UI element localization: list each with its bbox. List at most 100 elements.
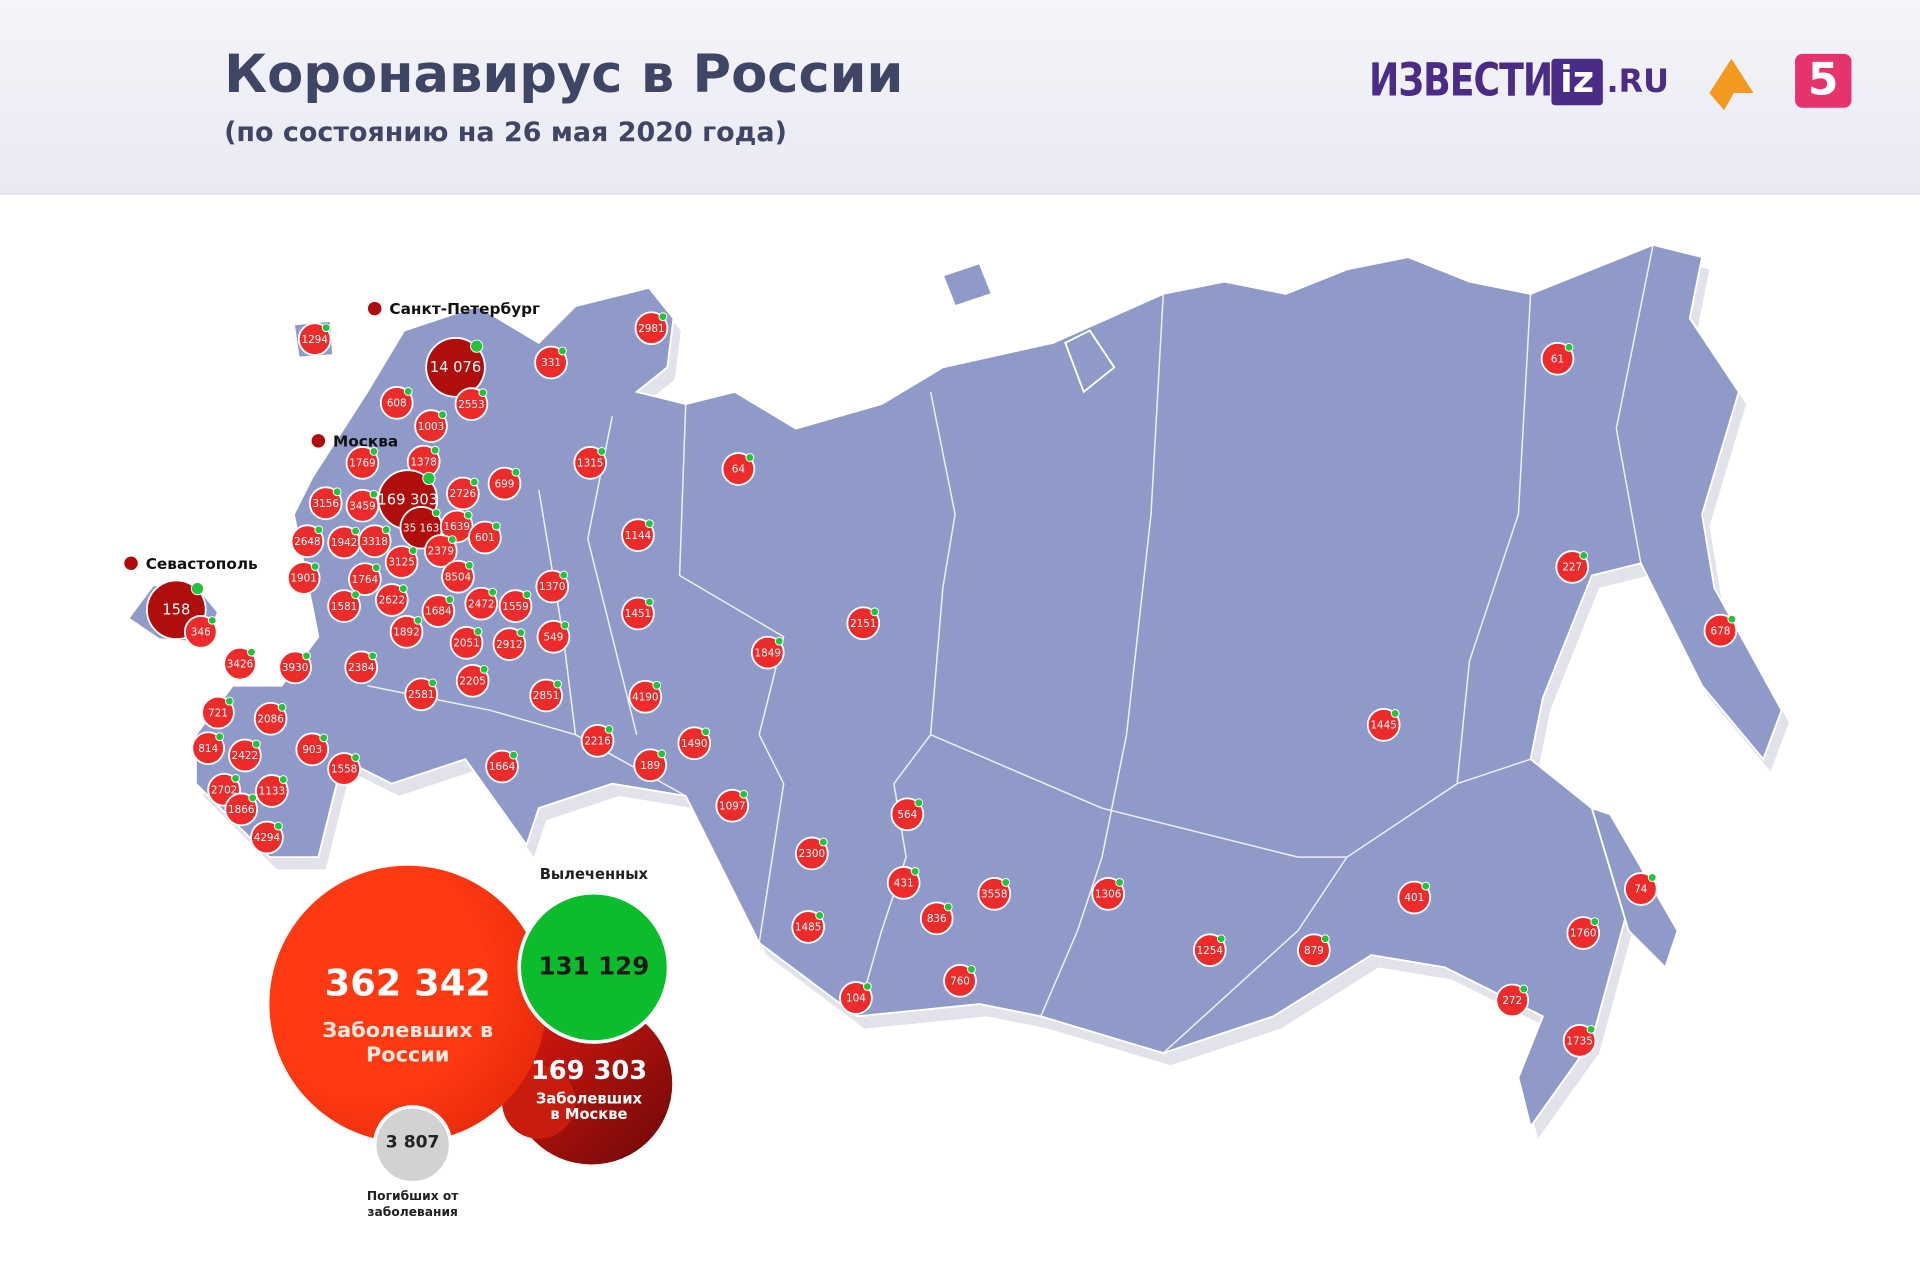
recovered-dot bbox=[701, 727, 711, 737]
region-value: 1764 bbox=[352, 574, 379, 586]
region-value: 2702 bbox=[211, 784, 237, 796]
region-marker bbox=[536, 619, 571, 654]
recovered-dot bbox=[408, 546, 418, 555]
region-value: 1735 bbox=[1566, 1035, 1592, 1047]
region-value: 431 bbox=[894, 878, 914, 890]
region-marker bbox=[357, 524, 392, 559]
recovered-dot bbox=[1001, 878, 1011, 887]
recovered-dot bbox=[470, 339, 484, 353]
region-marker bbox=[1495, 983, 1530, 1018]
recovered-dot bbox=[522, 590, 532, 600]
recovered-dot bbox=[231, 773, 240, 783]
recovered-dot bbox=[351, 526, 360, 536]
region-value: 272 bbox=[1502, 995, 1522, 1007]
region-marker bbox=[290, 524, 325, 559]
recovered-dot bbox=[1115, 878, 1125, 887]
recovered-dot bbox=[428, 678, 438, 688]
region-value: 549 bbox=[544, 631, 564, 643]
region-value: 1559 bbox=[502, 601, 528, 613]
region-marker bbox=[492, 627, 527, 661]
region-marker bbox=[414, 409, 448, 443]
recovered-dot bbox=[479, 664, 489, 674]
recovered-dot bbox=[478, 388, 488, 398]
recovered-dot bbox=[319, 733, 329, 743]
region-marker bbox=[308, 486, 343, 521]
recovered-dot bbox=[739, 789, 749, 799]
moscow-label: Заболевших в Москве bbox=[535, 1089, 643, 1123]
region-marker bbox=[1623, 872, 1658, 906]
region-marker bbox=[485, 749, 519, 784]
region-marker bbox=[441, 559, 475, 594]
recovered-dot bbox=[862, 982, 872, 991]
region-marker bbox=[454, 387, 489, 421]
region-value: 2622 bbox=[379, 595, 405, 607]
region-markers: Санкт-Петербург Москва Севастополь 1294 14 0… bbox=[124, 300, 1738, 1058]
region-marker bbox=[223, 646, 257, 681]
recovered-dot bbox=[431, 508, 441, 518]
region-marker bbox=[1540, 341, 1575, 376]
recovered-dot bbox=[351, 753, 360, 762]
recovered-dot bbox=[604, 724, 614, 734]
region-marker bbox=[573, 446, 608, 480]
title: Коронавирус в России bbox=[224, 44, 904, 106]
logo-izvestia: ИЗВЕСТИЯ bbox=[1368, 53, 1580, 107]
region-marker bbox=[1566, 916, 1601, 950]
recovered-dot bbox=[473, 626, 483, 636]
region-value: 2981 bbox=[638, 323, 664, 335]
region-marker bbox=[580, 723, 615, 758]
recovered-dot bbox=[469, 477, 479, 487]
subtitle: (по состоянию на 26 мая 2020 года) bbox=[224, 117, 787, 149]
city-dot bbox=[311, 434, 326, 448]
recovered-dot bbox=[438, 410, 447, 420]
recovered-dot bbox=[465, 560, 474, 570]
region-value: 1144 bbox=[625, 530, 652, 542]
recovered-dot bbox=[190, 582, 205, 596]
region-marker bbox=[721, 452, 756, 486]
recovered-dot bbox=[511, 467, 521, 477]
recovered-dot bbox=[491, 521, 501, 531]
region-value: 2581 bbox=[408, 689, 434, 701]
region-value: 3426 bbox=[227, 658, 253, 670]
recovered-dot bbox=[1647, 873, 1657, 882]
region-value: 760 bbox=[950, 975, 970, 987]
region-marker bbox=[286, 561, 321, 595]
region-marker bbox=[423, 534, 458, 568]
recovered-dot bbox=[430, 445, 440, 455]
region-marker bbox=[348, 562, 382, 597]
recovered-dot bbox=[645, 519, 654, 529]
region-marker bbox=[384, 545, 419, 579]
recovered-dot bbox=[369, 489, 379, 499]
region-marker bbox=[446, 476, 480, 511]
recovered-dot bbox=[1564, 342, 1574, 352]
recovered-dot bbox=[351, 590, 360, 600]
recovered-dot bbox=[398, 584, 408, 593]
recovered-dot bbox=[251, 739, 261, 749]
region-value: 2912 bbox=[496, 639, 522, 651]
region-marker bbox=[224, 792, 259, 827]
recovered-dot bbox=[516, 628, 526, 638]
region-value: 2300 bbox=[799, 848, 825, 860]
recovered-bubble bbox=[517, 890, 671, 1044]
total-label: Заболевших в России bbox=[322, 1018, 494, 1068]
deaths-label: Погибших от заболевания bbox=[366, 1190, 459, 1220]
recovered-dot bbox=[658, 312, 668, 322]
city-dot bbox=[367, 301, 382, 316]
recovered-dot bbox=[657, 749, 667, 759]
city-label: Санкт-Петербург bbox=[389, 300, 540, 318]
recovered-dot bbox=[559, 570, 569, 580]
region-value: 1490 bbox=[681, 738, 707, 750]
region-value: 2051 bbox=[453, 638, 479, 650]
recovered-dot bbox=[278, 775, 288, 784]
recovered-dot bbox=[273, 821, 283, 831]
logo-5: 5 bbox=[1795, 53, 1852, 108]
region-value: 1315 bbox=[577, 458, 603, 470]
city-dot bbox=[124, 556, 138, 571]
region-marker bbox=[943, 963, 977, 998]
region-value: 2422 bbox=[232, 750, 258, 762]
recovered-dot bbox=[1320, 934, 1330, 944]
region-value: 1684 bbox=[425, 606, 452, 618]
region-marker bbox=[791, 910, 826, 944]
region-value: 1003 bbox=[418, 421, 444, 433]
region-value: 3930 bbox=[282, 662, 308, 674]
